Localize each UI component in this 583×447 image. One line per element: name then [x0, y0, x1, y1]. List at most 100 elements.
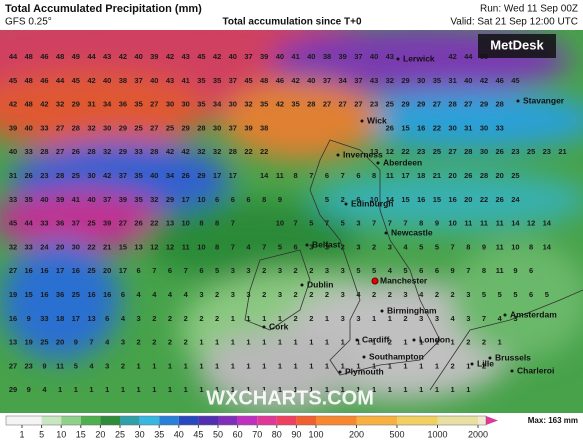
legend-arrow	[486, 416, 498, 425]
grid-value: 36	[119, 100, 127, 109]
grid-value: 42	[213, 52, 221, 61]
grid-value: 7	[466, 266, 470, 275]
grid-value: 1	[341, 385, 345, 394]
grid-value: 4	[356, 290, 361, 299]
grid-value: 25	[511, 171, 519, 180]
grid-value: 41	[291, 52, 299, 61]
grid-value: 4	[137, 290, 142, 299]
grid-value: 7	[294, 219, 298, 228]
grid-value: 8	[215, 242, 219, 251]
grid-value: 29	[9, 385, 17, 394]
value-grid: 44 48 46 48 49 44 43 42 40 39 42 43 45 42 40 37 39 40 41 40…	[9, 52, 567, 394]
grid-value: 20	[56, 338, 64, 347]
grid-value: 37	[354, 52, 362, 61]
grid-value: 2	[309, 314, 313, 323]
grid-value: 1	[231, 314, 235, 323]
grid-value: 1	[356, 361, 360, 370]
grid-value: 28	[448, 100, 456, 109]
grid-value: 29	[401, 100, 409, 109]
grid-value: 9	[27, 385, 31, 394]
grid-value: 30	[229, 100, 237, 109]
grid-value: 37	[354, 76, 362, 85]
grid-value: 32	[87, 123, 95, 132]
city-label: Lerwick	[403, 53, 435, 63]
grid-value: 17	[56, 266, 64, 275]
grid-value: 3	[419, 314, 423, 323]
grid-value: 13	[166, 219, 174, 228]
legend-label: 80	[272, 429, 282, 439]
legend-swatch	[139, 416, 160, 425]
grid-value: 3	[325, 266, 329, 275]
grid-value: 2	[451, 361, 455, 370]
legend-swatch	[218, 416, 238, 425]
grid-value: 3	[278, 290, 282, 299]
legend-swatch	[316, 416, 357, 425]
grid-value: 2	[341, 242, 345, 251]
grid-value: 1	[356, 385, 360, 394]
grid-value: 2	[184, 338, 188, 347]
grid-value: 4	[451, 314, 456, 323]
grid-value: 1	[403, 338, 407, 347]
grid-value: 1	[372, 338, 376, 347]
grid-value: 28	[229, 147, 237, 156]
grid-value: 30	[87, 171, 95, 180]
grid-value: 44	[464, 52, 473, 61]
grid-value: 1	[74, 385, 78, 394]
grid-value: 1	[137, 361, 141, 370]
city-dot	[362, 355, 366, 359]
grid-value: 37	[323, 76, 331, 85]
grid-value: 22	[244, 147, 252, 156]
legend-label: 70	[252, 429, 262, 439]
grid-value: 17	[72, 314, 80, 323]
grid-value: 27	[339, 100, 347, 109]
grid-value: 18	[56, 314, 64, 323]
grid-value: 41	[182, 76, 190, 85]
grid-value: 5	[278, 242, 282, 251]
city-label: Lille	[477, 358, 494, 368]
grid-value: 24	[511, 195, 520, 204]
grid-value: 1	[466, 385, 470, 394]
grid-value: 45	[197, 52, 205, 61]
model: GFS 0.25°	[5, 17, 52, 28]
legend-swatch	[356, 416, 397, 425]
grid-value: 3	[356, 242, 360, 251]
grid-value: 2	[341, 195, 345, 204]
grid-value: 1	[184, 385, 188, 394]
grid-value: 2	[309, 266, 313, 275]
grid-value: 3	[341, 290, 345, 299]
grid-value: 21	[558, 147, 566, 156]
grid-value: 5	[215, 266, 219, 275]
grid-value: 27	[448, 147, 456, 156]
grid-value: 5	[513, 290, 517, 299]
grid-value: 1	[325, 361, 329, 370]
grid-value: 5	[341, 219, 345, 228]
grid-value: 25	[87, 266, 95, 275]
grid-value: 32	[386, 76, 394, 85]
grid-value: 42	[9, 100, 17, 109]
grid-value: 28	[496, 100, 504, 109]
city-dot	[300, 283, 304, 287]
grid-value: 1	[278, 385, 282, 394]
grid-value: 40	[307, 52, 315, 61]
grid-value: 29	[417, 100, 425, 109]
grid-value: 6	[137, 266, 141, 275]
grid-value: 19	[25, 338, 33, 347]
grid-value: 1	[372, 385, 376, 394]
grid-value: 1	[89, 385, 93, 394]
grid-value: 10	[370, 195, 378, 204]
grid-value: 1	[231, 361, 235, 370]
grid-value: 10	[511, 242, 519, 251]
city-dot	[396, 57, 400, 61]
grid-value: 28	[72, 123, 80, 132]
grid-value: 1	[246, 314, 250, 323]
legend-swatch	[237, 416, 258, 425]
grid-value: 42	[276, 100, 284, 109]
grid-value: 40	[25, 123, 33, 132]
grid-value: 14	[543, 219, 552, 228]
legend-frame	[5, 415, 487, 426]
legend-label: 35	[154, 429, 164, 439]
grid-value: 6	[121, 290, 125, 299]
grid-value: 3	[403, 290, 407, 299]
grid-value: 31	[448, 76, 456, 85]
grid-value: 5	[325, 195, 329, 204]
